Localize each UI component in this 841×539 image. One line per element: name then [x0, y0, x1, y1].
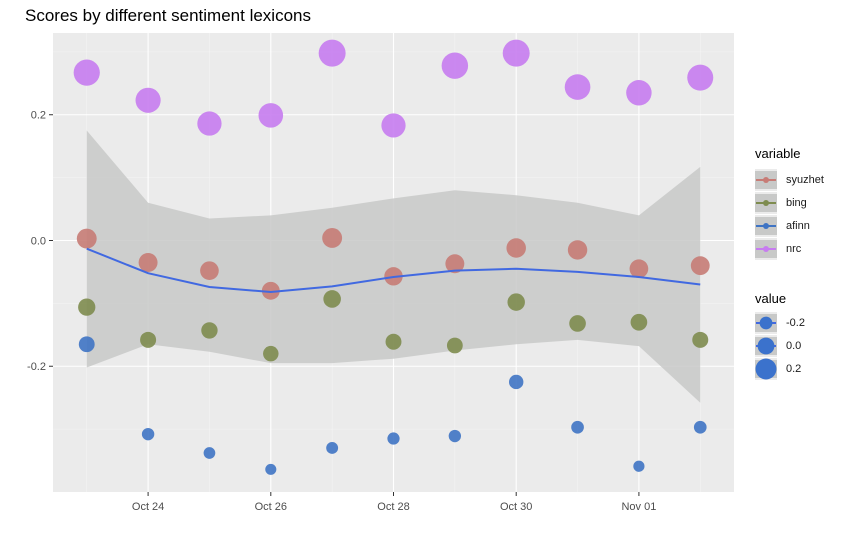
point-nrc: [381, 113, 406, 138]
point-syuzhet: [506, 238, 526, 258]
y-tick-label: 0.0: [31, 235, 46, 247]
legend-variable-title: variable: [755, 146, 801, 161]
legend-value-label-pos: 0.2: [786, 363, 802, 375]
legend-key-point-nrc: [763, 246, 769, 252]
x-tick-label: Oct 30: [500, 501, 532, 513]
point-afinn: [448, 429, 462, 443]
x-tick-label: Oct 26: [255, 501, 287, 513]
legend-key-point-syuzhet: [763, 177, 769, 183]
legend-size-key-point: [755, 358, 777, 380]
legend-value-label-neg: -0.2: [786, 317, 805, 329]
confidence-band: [86, 130, 701, 403]
point-nrc: [502, 39, 530, 67]
legend-variable-label-nrc: nrc: [786, 243, 802, 255]
x-tick-label: Oct 24: [132, 501, 164, 513]
point-nrc: [197, 111, 222, 136]
y-tick-label: -0.2: [27, 361, 46, 373]
point-nrc: [258, 103, 284, 128]
point-syuzhet: [138, 253, 158, 272]
point-afinn: [141, 427, 155, 441]
point-bing: [323, 290, 341, 308]
point-bing: [446, 337, 463, 354]
legend-key-point-afinn: [763, 223, 769, 229]
point-syuzhet: [322, 228, 343, 248]
x-tick-label: Nov 01: [621, 501, 656, 513]
point-afinn: [265, 463, 277, 475]
smooth-line: [86, 247, 701, 294]
point-nrc: [318, 39, 346, 67]
point-bing: [78, 298, 96, 316]
x-tick-label: Oct 28: [377, 501, 409, 513]
point-nrc: [687, 64, 714, 91]
point-bing: [630, 313, 648, 331]
point-syuzhet: [76, 228, 97, 249]
point-syuzhet: [567, 240, 588, 260]
point-bing: [263, 345, 279, 362]
point-nrc: [73, 59, 100, 86]
legend-variable-label-bing: bing: [786, 197, 807, 209]
point-syuzhet: [261, 281, 280, 300]
point-syuzhet: [690, 256, 710, 276]
legend-variable-label-syuzhet: syuzhet: [786, 174, 824, 186]
point-afinn: [509, 374, 524, 390]
point-syuzhet: [445, 254, 465, 274]
point-afinn: [78, 336, 95, 353]
point-nrc: [441, 52, 469, 79]
legend-value-title: value: [755, 291, 787, 306]
point-afinn: [693, 420, 707, 434]
point-bing: [569, 315, 586, 332]
y-tick-label: 0.2: [31, 110, 46, 122]
point-afinn: [571, 420, 584, 434]
legend-size-key-point: [757, 337, 775, 355]
point-afinn: [387, 432, 400, 445]
point-nrc: [564, 74, 591, 100]
chart-title: Scores by different sentiment lexicons: [25, 6, 311, 25]
point-afinn: [633, 460, 645, 472]
point-bing: [507, 293, 525, 311]
point-syuzhet: [200, 261, 219, 280]
point-nrc: [135, 87, 161, 113]
point-bing: [140, 331, 157, 348]
point-afinn: [326, 442, 339, 454]
legend-value-label-zero: 0.0: [786, 340, 802, 352]
point-bing: [201, 322, 218, 339]
legend-key-point-bing: [763, 200, 769, 206]
point-nrc: [626, 80, 652, 106]
point-afinn: [203, 447, 216, 459]
point-bing: [385, 333, 402, 350]
point-syuzhet: [629, 259, 649, 279]
legend-size-key-point: [759, 316, 773, 330]
point-bing: [692, 331, 709, 348]
legend-variable-label-afinn: afinn: [786, 220, 810, 232]
